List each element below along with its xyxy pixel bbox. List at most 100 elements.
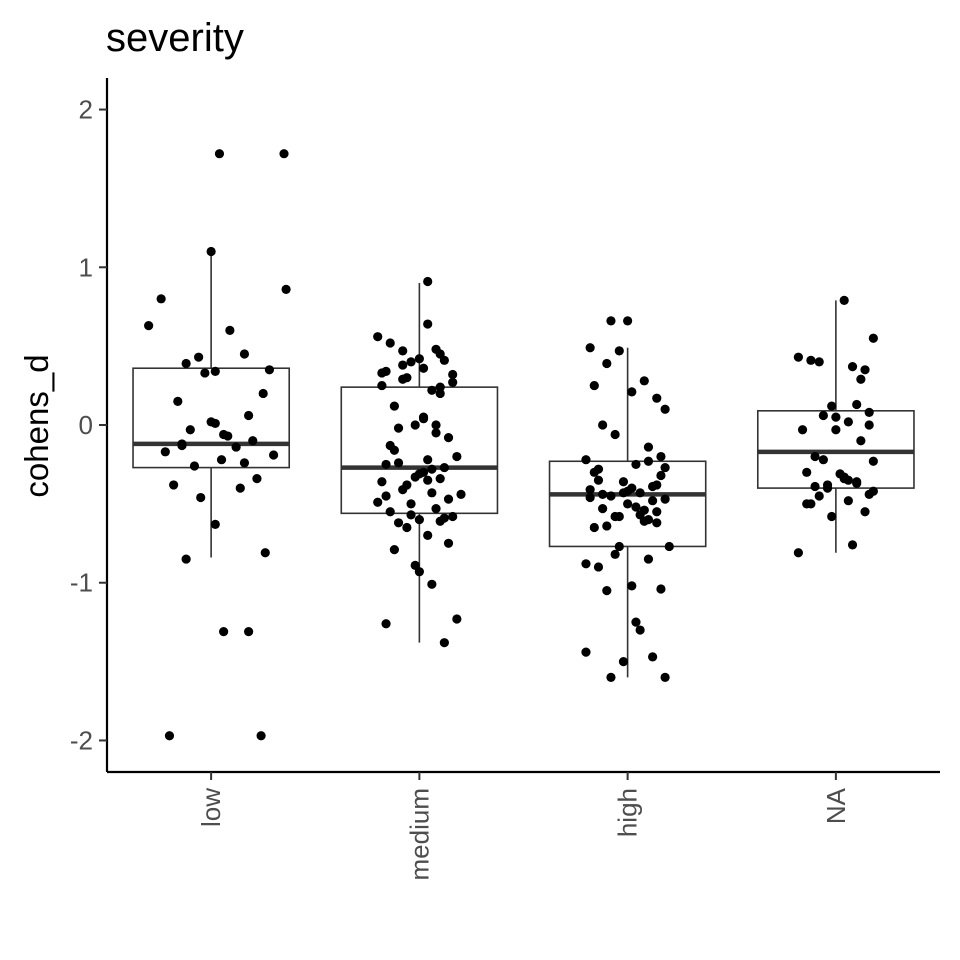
box-iqr-na [756,410,915,489]
data-point [868,486,878,496]
data-point [244,410,254,421]
data-point [169,480,179,490]
data-point [818,410,828,421]
data-point [631,459,641,470]
y-tick-label: 2 [79,95,93,125]
boxes-layer [132,251,915,678]
data-point [656,451,666,462]
data-point [423,475,433,485]
axes-layer: -2 -1 0 1 2 low medium high NA [70,78,940,880]
data-point [860,365,870,375]
chart-title: severity [106,16,244,60]
data-point [452,451,462,462]
data-point [164,731,175,741]
y-axis-label: cohens_d [18,354,55,497]
data-point [602,521,612,531]
data-point [402,480,412,490]
data-point [381,619,391,629]
data-point [406,357,416,367]
data-point [210,519,220,529]
data-point [581,455,591,465]
data-point [827,511,837,522]
data-point [423,276,433,287]
data-point [810,451,820,462]
x-tick-label: medium [404,788,434,880]
data-point [660,404,670,414]
data-point [196,492,206,503]
data-point [181,554,191,564]
data-point [448,377,458,388]
data-point [618,477,629,487]
data-point [435,382,445,392]
data-point [648,496,658,506]
data-point [868,333,878,343]
data-point [423,319,433,329]
data-point [418,412,429,422]
data-point [423,530,433,541]
data-point [448,369,458,380]
data-point [581,559,591,569]
data-point [802,499,812,509]
data-point [216,455,227,465]
data-point [431,428,441,438]
data-point [847,540,858,550]
y-tick-label: 0 [79,410,93,440]
data-point [648,652,658,662]
data-point [589,522,599,533]
data-point [606,316,616,326]
data-point [643,442,654,452]
data-point [206,246,216,257]
data-point [664,541,674,552]
x-tick-label: high [613,788,643,837]
data-point [831,412,841,422]
data-point [814,491,824,501]
data-point [627,387,637,397]
data-point [852,399,862,410]
data-point [456,489,466,499]
data-point [377,368,387,378]
data-point [631,617,641,627]
data-point [856,374,866,384]
data-point [144,321,154,331]
data-point [635,625,645,635]
data-point [822,480,833,490]
data-point [614,346,624,356]
data-point [377,477,387,487]
data-point [410,560,420,570]
data-point [643,456,654,466]
data-point [793,352,803,362]
data-point [185,425,195,435]
data-point [225,325,235,335]
data-point [443,538,454,548]
data-point [194,352,204,362]
data-point [635,510,645,520]
data-point [818,455,828,465]
data-point [439,462,449,473]
data-point [200,368,210,378]
data-point [210,366,220,376]
data-point [856,436,866,446]
data-point [839,295,849,305]
data-point [427,579,437,589]
data-point [593,562,604,572]
data-point [406,510,416,520]
data-point [279,149,289,159]
data-point [393,458,404,468]
data-point [160,447,170,457]
data-point [618,656,629,667]
data-point [252,474,262,484]
data-point [398,346,408,356]
data-point [452,614,462,624]
data-point [660,462,670,473]
data-point [847,362,858,372]
data-point [589,380,599,391]
data-point [435,349,445,359]
data-point [843,417,853,427]
data-point [389,445,399,455]
x-tick-label: NA [821,787,851,824]
data-point [814,357,824,367]
data-point [598,489,608,499]
x-tick-label: low [196,788,226,827]
data-point [439,638,449,648]
